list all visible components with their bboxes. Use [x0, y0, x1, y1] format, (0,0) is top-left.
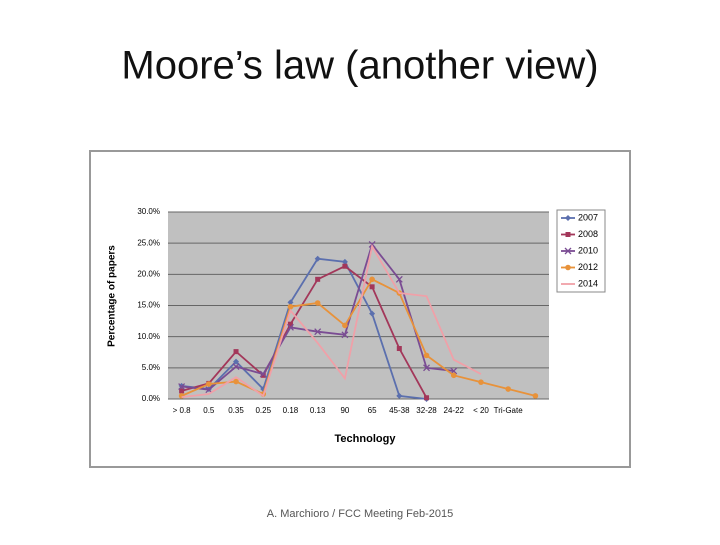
marker — [369, 276, 375, 283]
legend-label: 2012 — [578, 262, 598, 272]
y-tick-label: 15.0% — [137, 301, 160, 310]
marker — [423, 364, 430, 372]
legend-marker — [565, 264, 571, 271]
marker — [342, 322, 348, 329]
marker — [450, 372, 457, 379]
series-line — [181, 278, 536, 397]
marker — [396, 346, 402, 352]
x-axis-title: Technology — [335, 433, 397, 445]
y-tick-label: 25.0% — [137, 238, 160, 247]
marker — [368, 240, 376, 248]
marker — [259, 370, 267, 378]
legend-label: 2007 — [578, 212, 598, 222]
marker — [287, 323, 294, 331]
series-line — [181, 243, 482, 399]
marker — [505, 386, 511, 392]
footer: A. Marchioro / FCC Meeting Feb-2015 — [267, 508, 453, 520]
y-tick-label: 5.0% — [142, 363, 160, 372]
marker — [206, 381, 212, 387]
x-tick-label: 0.13 — [310, 406, 326, 415]
marker — [423, 352, 430, 359]
marker — [342, 263, 348, 269]
marker — [396, 392, 403, 399]
x-tick-label: 0.18 — [283, 406, 299, 415]
marker — [395, 275, 403, 283]
marker — [424, 395, 430, 401]
x-tick-label: 90 — [340, 406, 349, 415]
y-tick-label: 30.0% — [137, 207, 160, 216]
marker — [478, 379, 484, 385]
legend-label: 2014 — [578, 278, 598, 288]
x-tick-label: > 0.8 — [173, 406, 192, 415]
x-tick-label: 45-38 — [389, 406, 410, 415]
x-tick-label: 24-22 — [444, 406, 465, 415]
x-tick-label: Tri-Gate — [494, 406, 524, 415]
marker — [314, 255, 321, 262]
y-tick-label: 10.0% — [137, 332, 160, 341]
marker — [532, 393, 539, 399]
series-line — [181, 257, 427, 400]
marker — [178, 383, 186, 390]
marker — [341, 331, 349, 339]
marker — [233, 378, 239, 385]
legend-marker — [564, 247, 572, 255]
x-tick-label: 0.5 — [203, 406, 215, 415]
marker — [315, 276, 321, 282]
legend-label: 2008 — [578, 229, 598, 239]
marker — [314, 300, 321, 306]
marker — [341, 258, 348, 265]
series-line — [181, 265, 428, 399]
legend-marker — [565, 232, 571, 237]
marker — [178, 393, 185, 399]
legend-marker — [565, 215, 571, 221]
marker — [287, 303, 294, 310]
y-tick-label: 20.0% — [137, 269, 160, 278]
x-tick-label: 0.25 — [255, 406, 271, 415]
x-tick-label: 32-28 — [416, 406, 437, 415]
x-tick-label: 65 — [368, 406, 377, 415]
x-tick-label: < 20 — [473, 406, 489, 415]
marker — [260, 372, 266, 378]
marker — [287, 321, 293, 327]
marker — [369, 310, 376, 317]
marker — [314, 328, 322, 336]
marker — [205, 386, 213, 394]
marker — [369, 284, 375, 290]
marker — [287, 299, 294, 306]
marker — [232, 363, 240, 371]
marker — [233, 358, 240, 365]
marker — [233, 349, 239, 355]
marker — [179, 388, 185, 394]
x-tick-label: 0.35 — [228, 406, 244, 415]
y-tick-label: 0.0% — [142, 394, 160, 403]
legend-label: 2010 — [578, 245, 598, 255]
y-axis-title: Percentage of papers — [107, 245, 118, 347]
slide-title: Moore’s law (another view) — [121, 44, 598, 88]
